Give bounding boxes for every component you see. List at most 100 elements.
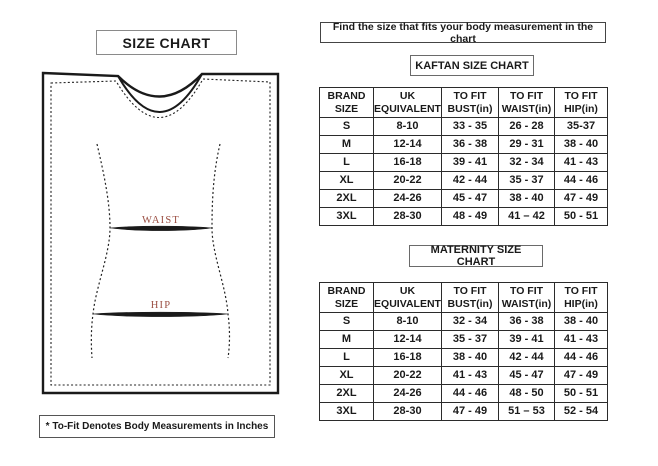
size-cell: 44 - 46 xyxy=(554,171,608,190)
kaftan-size-table: BRAND SIZE UK EQUIVALENT TO FIT BUST(in) TO… xyxy=(319,87,608,226)
size-cell: 38 - 40 xyxy=(554,312,608,331)
size-cell: 44 - 46 xyxy=(554,348,608,367)
size-cell: 20-22 xyxy=(373,366,442,385)
size-cell: 2XL xyxy=(319,189,374,208)
table-row: M 12-14 35 - 37 39 - 41 41 - 43 xyxy=(319,330,608,349)
size-cell: L xyxy=(319,153,374,172)
size-cell: 12-14 xyxy=(373,135,442,154)
stitch-border-dotted xyxy=(50,78,271,386)
size-cell: 52 - 54 xyxy=(554,402,608,421)
neckline-curve xyxy=(117,73,203,113)
measurement-note: * To-Fit Denotes Body Measurements in In… xyxy=(39,415,275,438)
maternity-table-title-text: MATERNITY SIZE CHART xyxy=(430,244,522,268)
waist-measure-line xyxy=(109,225,213,231)
header-row: BRAND SIZE UK EQUIVALENT TO FIT BUST(in) TO… xyxy=(319,282,608,313)
size-cell: 29 - 31 xyxy=(498,135,555,154)
instruction-banner: Find the size that fits your body measur… xyxy=(320,20,606,45)
size-cell: 28-30 xyxy=(373,402,442,421)
hip-measure-line xyxy=(92,311,229,317)
size-cell: 48 - 50 xyxy=(498,384,555,403)
size-cell: 38 - 40 xyxy=(441,348,499,367)
size-cell: 16-18 xyxy=(373,348,442,367)
measurement-note-text: * To-Fit Denotes Body Measurements in In… xyxy=(45,421,269,432)
size-cell: 28-30 xyxy=(373,207,442,226)
size-cell: 41 - 43 xyxy=(554,330,608,349)
size-cell: 16-18 xyxy=(373,153,442,172)
size-cell: S xyxy=(319,312,374,331)
size-cell: M xyxy=(319,330,374,349)
column-header: UK EQUIVALENT xyxy=(373,282,442,313)
size-cell: 36 - 38 xyxy=(498,312,555,331)
size-cell: 20-22 xyxy=(373,171,442,190)
size-cell: 51 – 53 xyxy=(498,402,555,421)
size-cell: XL xyxy=(319,366,374,385)
size-cell: 45 - 47 xyxy=(498,366,555,385)
size-cell: 24-26 xyxy=(373,189,442,208)
size-cell: 8-10 xyxy=(373,117,442,136)
size-cell: 50 - 51 xyxy=(554,207,608,226)
size-cell: 36 - 38 xyxy=(441,135,499,154)
column-header: TO FIT WAIST(in) xyxy=(498,282,555,313)
page-title: SIZE CHART xyxy=(96,30,237,55)
maternity-size-table: BRAND SIZE UK EQUIVALENT TO FIT BUST(in) TO… xyxy=(319,282,608,421)
table-row: M 12-14 36 - 38 29 - 31 38 - 40 xyxy=(319,135,608,154)
instruction-banner-text: Find the size that fits your body measur… xyxy=(332,20,594,45)
garment-outline xyxy=(41,71,280,395)
waist-label: WAIST xyxy=(142,215,180,226)
table-row: 2XL 24-26 44 - 46 48 - 50 50 - 51 xyxy=(319,384,608,403)
table-row: XL 20-22 41 - 43 45 - 47 47 - 49 xyxy=(319,366,608,385)
column-header: TO FIT BUST(in) xyxy=(441,87,499,118)
column-header: TO FIT HIP(in) xyxy=(554,87,608,118)
size-cell: 35 - 37 xyxy=(441,330,499,349)
table-row: S 8-10 33 - 35 26 - 28 35-37 xyxy=(319,117,608,136)
hip-label: HIP xyxy=(151,300,172,311)
size-cell: 32 - 34 xyxy=(441,312,499,331)
table-row: S 8-10 32 - 34 36 - 38 38 - 40 xyxy=(319,312,608,331)
table-row: L 16-18 39 - 41 32 - 34 41 - 43 xyxy=(319,153,608,172)
size-cell: 45 - 47 xyxy=(441,189,499,208)
column-header: TO FIT WAIST(in) xyxy=(498,87,555,118)
size-cell: 44 - 46 xyxy=(441,384,499,403)
size-cell: 47 - 49 xyxy=(554,189,608,208)
column-header: BRAND SIZE xyxy=(319,282,374,313)
size-cell: 33 - 35 xyxy=(441,117,499,136)
size-cell: 35-37 xyxy=(554,117,608,136)
column-header: TO FIT HIP(in) xyxy=(554,282,608,313)
maternity-table-title: MATERNITY SIZE CHART xyxy=(409,244,543,268)
size-cell: L xyxy=(319,348,374,367)
column-header: TO FIT BUST(in) xyxy=(441,282,499,313)
maternity-table-body: S 8-10 32 - 34 36 - 38 38 - 40 M 12-14 35 - 37 3… xyxy=(319,312,608,421)
page-title-text: SIZE CHART xyxy=(122,34,211,51)
size-cell: 41 - 43 xyxy=(441,366,499,385)
body-contour-right xyxy=(211,143,231,359)
size-cell: 35 - 37 xyxy=(498,171,555,190)
column-header: UK EQUIVALENT xyxy=(373,87,442,118)
size-cell: 3XL xyxy=(319,207,374,226)
header-row: BRAND SIZE UK EQUIVALENT TO FIT BUST(in) TO… xyxy=(319,87,608,118)
size-cell: 47 - 49 xyxy=(441,402,499,421)
table-row: 3XL 28-30 47 - 49 51 – 53 52 - 54 xyxy=(319,402,608,421)
table-row: 3XL 28-30 48 - 49 41 – 42 50 - 51 xyxy=(319,207,608,226)
size-cell: 41 – 42 xyxy=(498,207,555,226)
table-row: 2XL 24-26 45 - 47 38 - 40 47 - 49 xyxy=(319,189,608,208)
size-cell: 38 - 40 xyxy=(554,135,608,154)
kaftan-table-header: BRAND SIZE UK EQUIVALENT TO FIT BUST(in) TO… xyxy=(319,87,608,118)
size-cell: 32 - 34 xyxy=(498,153,555,172)
size-cell: 48 - 49 xyxy=(441,207,499,226)
size-cell: 42 - 44 xyxy=(441,171,499,190)
size-cell: M xyxy=(319,135,374,154)
table-row: XL 20-22 42 - 44 35 - 37 44 - 46 xyxy=(319,171,608,190)
size-cell: 24-26 xyxy=(373,384,442,403)
size-cell: S xyxy=(319,117,374,136)
size-cell: 41 - 43 xyxy=(554,153,608,172)
size-cell: 26 - 28 xyxy=(498,117,555,136)
kaftan-table-body: S 8-10 33 - 35 26 - 28 35-37 M 12-14 36 - 38 29 … xyxy=(319,117,608,226)
size-cell: 50 - 51 xyxy=(554,384,608,403)
size-cell: 3XL xyxy=(319,402,374,421)
size-cell: 39 - 41 xyxy=(441,153,499,172)
body-contour-left xyxy=(90,143,111,359)
size-cell: 39 - 41 xyxy=(498,330,555,349)
kaftan-table-title-text: KAFTAN SIZE CHART xyxy=(415,59,529,72)
table-row: L 16-18 38 - 40 42 - 44 44 - 46 xyxy=(319,348,608,367)
size-cell: 12-14 xyxy=(373,330,442,349)
